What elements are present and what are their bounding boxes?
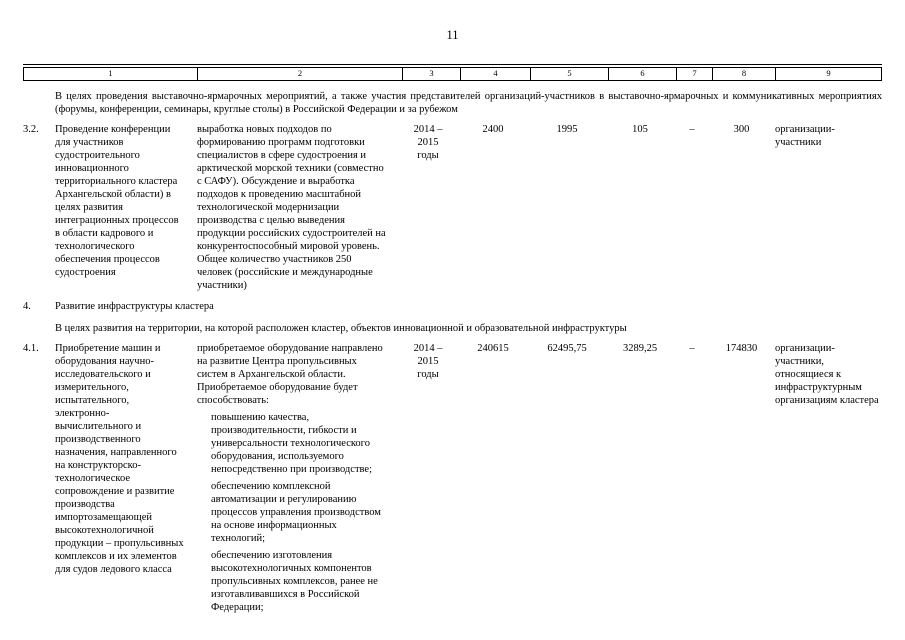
result-intro: приобретаемое оборудование направлено на… <box>197 343 383 406</box>
header-col-3: 3 <box>403 68 461 80</box>
period-years: 2014 – 2015 <box>413 343 443 367</box>
value-col-8: 300 <box>733 124 750 135</box>
result-item: обеспечению изготовления высокотехнологи… <box>211 550 378 613</box>
row-number: 3.2. <box>23 124 39 135</box>
result-item: обеспечению комплексной автоматизации и … <box>211 481 381 544</box>
value-col-5: 1995 <box>556 124 578 135</box>
page-number: 11 <box>446 28 459 42</box>
header-col-9: 9 <box>826 68 831 78</box>
table-top-rule <box>23 64 882 65</box>
result-cell: выработка новых подходов по формированию… <box>197 124 386 291</box>
page-content: 11 1 2 3 4 5 6 7 8 9 В целях проведения … <box>23 28 882 614</box>
section-4-heading: 4. Развитие инфраструктуры кластера <box>23 300 882 313</box>
header-col-6: 6 <box>609 68 677 80</box>
section-number: 4. <box>23 301 31 312</box>
period-cell: 2014 – 2015 годы <box>402 123 460 162</box>
activity-cell: Проведение конференции для участников су… <box>55 124 179 278</box>
table-row-3-2: 3.2. Проведение конференции для участник… <box>23 123 882 292</box>
section-title: Развитие инфраструктуры кластера <box>55 301 214 312</box>
header-col-1: 1 <box>24 68 198 80</box>
executor-cell: организации-участники <box>775 124 835 148</box>
value-col-8: 174830 <box>725 343 758 354</box>
value-col-4: 2400 <box>482 124 504 135</box>
value-col-4: 240615 <box>477 343 509 354</box>
result-cell: приобретаемое оборудование направлено на… <box>197 342 402 614</box>
period-word: годы <box>417 150 439 161</box>
header-col-8: 8 <box>713 68 776 80</box>
period-cell: 2014 – 2015 годы <box>402 342 460 381</box>
value-col-5: 62495,75 <box>547 343 587 354</box>
executor-cell: организации-участники, относящиеся к инф… <box>775 343 879 406</box>
header-col-5: 5 <box>531 68 609 80</box>
period-years: 2014 – 2015 <box>413 124 443 148</box>
result-item: повышению качества, производительности, … <box>211 412 373 475</box>
header-col-7: 7 <box>677 68 713 80</box>
note-infrastructure: В целях развития на территории, на котор… <box>55 323 627 334</box>
value-col-7: – <box>689 343 695 354</box>
header-col-2: 2 <box>198 68 403 80</box>
period-word: годы <box>417 369 439 380</box>
note-exhibitions: В целях проведения выставочно-ярмарочных… <box>55 91 882 115</box>
value-col-6: 3289,25 <box>622 343 658 354</box>
header-col-4: 4 <box>461 68 531 80</box>
value-col-6: 105 <box>632 124 648 135</box>
activity-cell: Приобретение машин и оборудования научно… <box>55 343 184 575</box>
value-col-7: – <box>689 124 695 135</box>
table-row-4-1: 4.1. Приобретение машин и оборудования н… <box>23 342 882 614</box>
table-header-row: 1 2 3 4 5 6 7 8 9 <box>23 67 882 81</box>
row-number: 4.1. <box>23 343 39 354</box>
